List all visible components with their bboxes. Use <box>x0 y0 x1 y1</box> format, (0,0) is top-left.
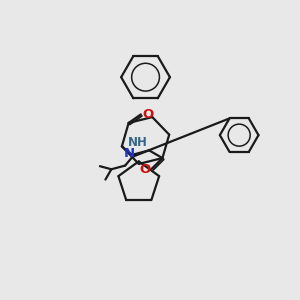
Text: NH: NH <box>128 136 148 149</box>
Text: O: O <box>142 108 154 121</box>
Text: O: O <box>139 163 150 176</box>
Text: N: N <box>123 147 134 160</box>
